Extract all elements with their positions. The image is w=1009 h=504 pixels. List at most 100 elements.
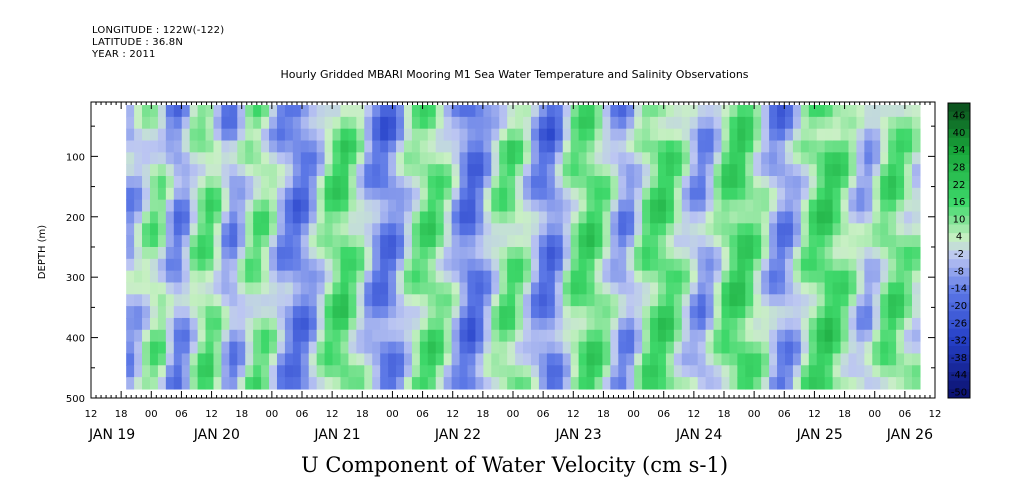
heatmap-cell xyxy=(705,353,715,366)
heatmap-cell xyxy=(856,199,865,213)
heatmap-cell xyxy=(308,128,318,142)
heatmap-cell xyxy=(515,116,524,130)
x-hour-label: 12 xyxy=(446,409,459,420)
heatmap-cell xyxy=(530,365,540,378)
heatmap-cell xyxy=(665,211,675,224)
heatmap-cell xyxy=(221,128,230,142)
heatmap-cell xyxy=(261,353,270,366)
heatmap-cell xyxy=(713,199,723,213)
heatmap-cell xyxy=(570,105,580,118)
heatmap-cell xyxy=(745,294,754,307)
heatmap-cell xyxy=(530,377,540,390)
heatmap-cell xyxy=(403,282,413,295)
heatmap-cell xyxy=(753,306,762,319)
heatmap-cell xyxy=(657,270,667,284)
heatmap-cell xyxy=(523,270,532,284)
colorbar-swatch xyxy=(948,198,970,208)
heatmap-cell xyxy=(372,211,381,224)
heatmap-cell xyxy=(126,199,135,213)
heatmap-cell xyxy=(777,317,786,331)
heatmap-cell xyxy=(745,258,754,272)
heatmap-cell xyxy=(546,164,556,177)
heatmap-cell xyxy=(499,329,508,343)
heatmap-cell xyxy=(864,294,873,307)
heatmap-cell xyxy=(530,282,540,295)
heatmap-cell xyxy=(872,105,881,118)
heatmap-cell xyxy=(578,282,588,295)
heatmap-cell xyxy=(753,294,762,307)
heatmap-cell xyxy=(562,235,572,248)
heatmap-cell xyxy=(292,341,302,355)
heatmap-cell xyxy=(253,187,262,201)
heatmap-cell xyxy=(276,116,286,130)
heatmap-cell xyxy=(499,282,508,295)
heatmap-cell xyxy=(610,211,619,224)
heatmap-cell xyxy=(348,294,357,307)
heatmap-cell xyxy=(546,105,556,118)
heatmap-cell xyxy=(777,270,786,284)
heatmap-cell xyxy=(634,164,643,177)
heatmap-cell xyxy=(356,341,365,355)
heatmap-cell xyxy=(705,270,715,284)
longitude-label: LONGITUDE : 122W(-122) xyxy=(92,25,225,36)
heatmap-cell xyxy=(427,270,437,284)
heatmap-cell xyxy=(284,128,294,142)
heatmap-cell xyxy=(634,317,643,331)
heatmap-cell xyxy=(824,282,834,295)
heatmap-cell xyxy=(380,223,389,236)
heatmap-cell xyxy=(396,270,405,284)
heatmap-cell xyxy=(396,164,405,177)
heatmap-cell xyxy=(538,235,548,248)
heatmap-cell xyxy=(784,258,794,272)
heatmap-cell xyxy=(269,341,278,355)
heatmap-cell xyxy=(824,246,834,260)
heatmap-cell xyxy=(403,116,413,130)
heatmap-cell xyxy=(515,341,524,355)
heatmap-cell xyxy=(499,140,508,153)
heatmap-cell xyxy=(610,140,619,153)
heatmap-cell xyxy=(816,128,826,142)
heatmap-cell xyxy=(284,235,294,248)
heatmap-cell xyxy=(856,377,865,390)
heatmap-cell xyxy=(530,211,540,224)
heatmap-cell xyxy=(618,282,627,295)
heatmap-cell xyxy=(237,235,246,248)
heatmap-cell xyxy=(491,365,500,378)
heatmap-cell xyxy=(546,377,556,390)
heatmap-cell xyxy=(213,258,223,272)
heatmap-cell xyxy=(665,317,675,331)
heatmap-cell xyxy=(769,329,778,343)
heatmap-cell xyxy=(650,282,659,295)
heatmap-cell xyxy=(832,282,842,295)
colorbar-swatch xyxy=(948,319,970,330)
heatmap-cell xyxy=(777,199,786,213)
heatmap-cell xyxy=(507,353,516,366)
heatmap-cell xyxy=(769,306,778,319)
heatmap-cell xyxy=(197,341,207,355)
heatmap-cell xyxy=(189,270,199,284)
heatmap-cell xyxy=(864,152,873,165)
heatmap-cell xyxy=(411,365,421,378)
heatmap-cell xyxy=(269,199,278,213)
heatmap-cell xyxy=(737,365,746,378)
heatmap-cell xyxy=(888,282,897,295)
heatmap-cell xyxy=(904,377,913,390)
heatmap-cell xyxy=(229,353,238,366)
heatmap-cell xyxy=(316,223,326,236)
heatmap-cell xyxy=(784,116,794,130)
heatmap-cell xyxy=(642,270,651,284)
heatmap-cell xyxy=(300,317,310,331)
heatmap-cell xyxy=(459,341,469,355)
heatmap-cell xyxy=(816,365,826,378)
heatmap-cell xyxy=(499,306,508,319)
heatmap-cell xyxy=(245,306,254,319)
heatmap-cell xyxy=(261,294,270,307)
heatmap-cell xyxy=(657,140,667,153)
heatmap-cell xyxy=(554,211,564,224)
heatmap-cell xyxy=(904,140,913,153)
heatmap-cell xyxy=(618,223,627,236)
heatmap-cell xyxy=(737,199,746,213)
heatmap-cell xyxy=(340,341,350,355)
heatmap-cell xyxy=(157,353,167,366)
heatmap-cell xyxy=(324,270,334,284)
